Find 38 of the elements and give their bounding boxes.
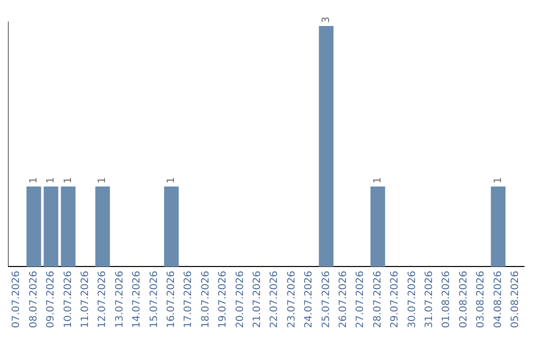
x-tick-label: 16.07.2026 <box>166 270 177 328</box>
data-label: 1 <box>97 177 108 184</box>
x-tick-label: 30.07.2026 <box>406 270 418 328</box>
data-label: 1 <box>28 177 40 184</box>
x-tick-label: 20.07.2026 <box>234 270 246 328</box>
x-tick-label: 04.08.2026 <box>492 270 504 328</box>
x-tick-label: 07.07.2026 <box>11 270 22 328</box>
x-tick-label: 03.08.2026 <box>476 270 487 328</box>
x-tick-label: 13.07.2026 <box>114 270 126 328</box>
x-tick-label: 22.07.2026 <box>269 270 280 328</box>
data-label: 1 <box>62 177 74 184</box>
x-tick-label: 01.08.2026 <box>441 270 452 328</box>
data-label: 1 <box>372 177 384 184</box>
data-label: 1 <box>166 177 177 184</box>
data-label: 1 <box>492 177 504 184</box>
x-tick-label: 24.07.2026 <box>304 270 315 328</box>
x-tick-label: 26.07.2026 <box>338 270 349 328</box>
x-tick-label: 05.08.2026 <box>510 270 521 328</box>
x-tick-label: 19.07.2026 <box>218 270 229 328</box>
x-tick-label: 10.07.2026 <box>62 270 74 328</box>
x-tick-label: 25.07.2026 <box>320 270 332 328</box>
x-tick-label: 17.07.2026 <box>183 270 194 328</box>
x-tick-label: 15.07.2026 <box>148 270 160 328</box>
x-tick-label: 09.07.2026 <box>46 270 57 328</box>
x-tick-label: 31.07.2026 <box>424 270 435 328</box>
x-tick-label: 28.07.2026 <box>372 270 384 328</box>
x-tick-label: 14.07.2026 <box>132 270 143 328</box>
x-tick-label: 12.07.2026 <box>97 270 108 328</box>
x-tick-label: 02.08.2026 <box>458 270 470 328</box>
x-tick-label: 18.07.2026 <box>200 270 212 328</box>
x-tick-label: 08.07.2026 <box>28 270 40 328</box>
x-tick-label: 11.07.2026 <box>80 270 91 328</box>
data-label: 1 <box>46 177 57 184</box>
x-tick-label: 29.07.2026 <box>390 270 401 328</box>
x-tick-label: 23.07.2026 <box>286 270 298 328</box>
x-tick-label: 27.07.2026 <box>355 270 366 328</box>
x-tick-label: 21.07.2026 <box>252 270 263 328</box>
data-label: 3 <box>320 16 332 24</box>
